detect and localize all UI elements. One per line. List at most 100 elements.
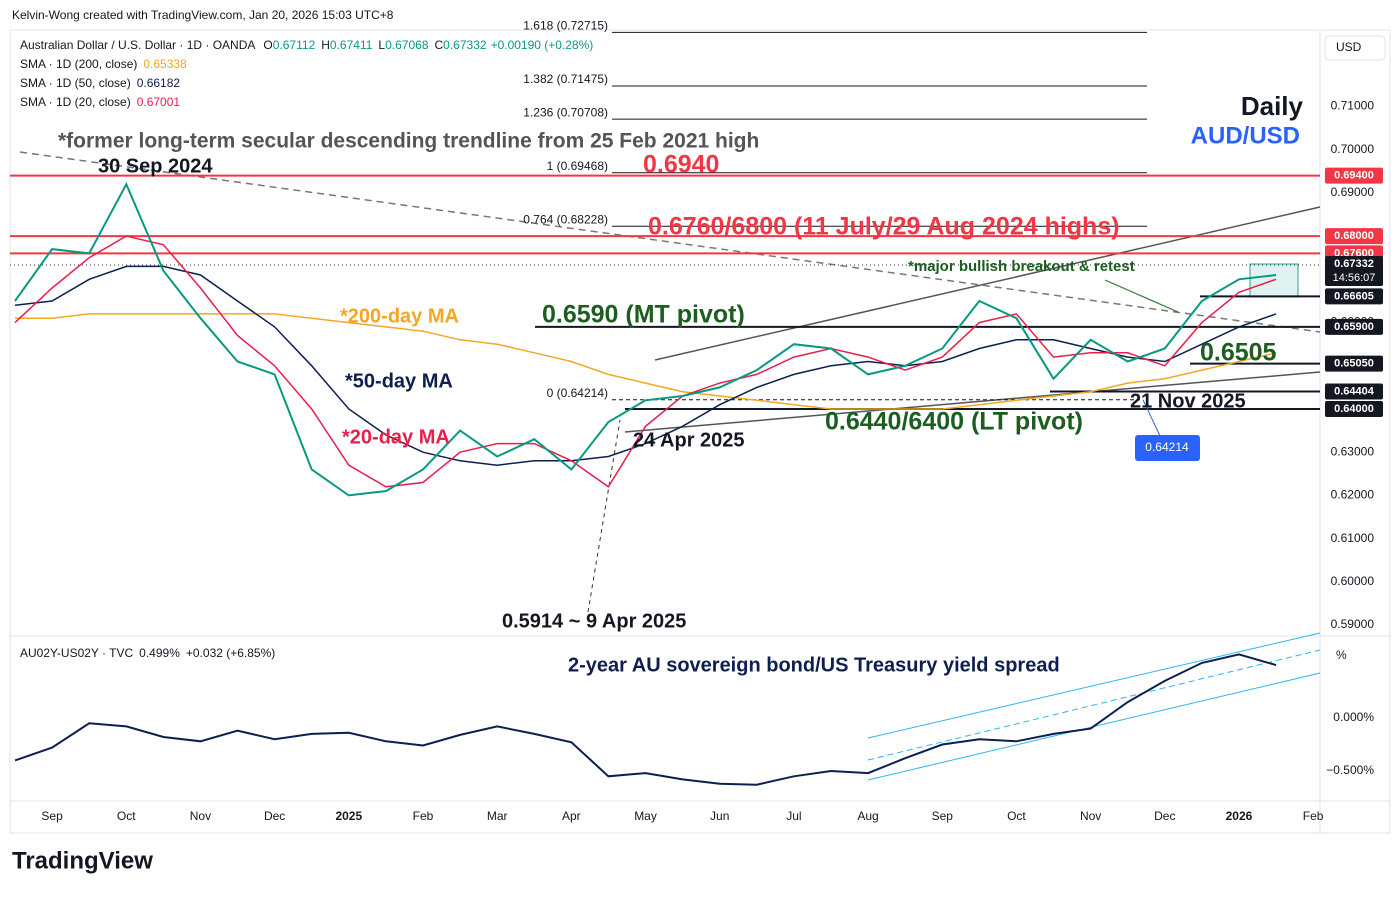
x-tick-label: Feb (1303, 809, 1324, 823)
chart-subtitle: AUD/USD (1191, 122, 1300, 149)
spread-name: AU02Y-US02Y · TVC (20, 646, 134, 660)
spread-legend: AU02Y-US02Y · TVC 0.499% +0.032 (+6.85%) (20, 646, 275, 660)
currency[interactable]: USD (1336, 40, 1362, 54)
fib-label: 1.618 (0.72715) (523, 19, 608, 33)
currency-button[interactable] (1324, 35, 1386, 61)
level-badge-label: 0.67600 (1334, 247, 1374, 259)
y-tick-label: 0.62000 (1331, 488, 1375, 502)
ohlc-key: L (378, 38, 385, 52)
level-badge-label: 0.65050 (1334, 358, 1374, 370)
level-badge-label: 0.64404 (1334, 385, 1375, 397)
annotation: 21 Nov 2025 (1130, 390, 1246, 412)
y-tick-label: 0.60000 (1331, 574, 1375, 588)
brand: TradingView (12, 847, 153, 874)
x-tick-label: Sep (41, 809, 63, 823)
annotation: *major bullish breakout & retest (908, 258, 1135, 275)
y-tick-label: 0.59000 (1331, 617, 1375, 631)
annotation: 30 Sep 2024 (98, 155, 213, 177)
x-tick-label: May (634, 809, 657, 823)
sma-legend: SMA · 1D (50, close) 0.66182 (20, 76, 180, 90)
spread-channel-upper (867, 632, 1321, 739)
level-badge-label: 0.68000 (1334, 230, 1374, 242)
marker-badge (1135, 435, 1200, 461)
channel-upper (654, 206, 1321, 361)
annotation: 0.6760/6800 (11 July/29 Aug 2024 highs) (648, 213, 1120, 241)
x-tick-label: Oct (117, 809, 136, 823)
last-price-label: 0.67332 (1334, 258, 1374, 270)
x-tick-label: Dec (1154, 809, 1175, 823)
level-badge (1325, 167, 1383, 184)
price-line (14, 181, 1277, 497)
y-tick-label: 0.71000 (1331, 99, 1375, 113)
level-badge (1325, 383, 1383, 400)
last-badge (1325, 255, 1383, 286)
y-tick-label: 0.70000 (1331, 142, 1375, 156)
level-badge-label: 0.66605 (1334, 290, 1374, 302)
fib-label: 0.764 (0.68228) (523, 212, 608, 226)
ohlc-value: 0.67112 (273, 38, 316, 52)
x-tick-label: 2025 (335, 809, 362, 823)
countdown: 14:56:07 (1333, 272, 1376, 284)
sma-line (14, 265, 1277, 466)
annotation: *20-day MA (342, 426, 450, 448)
spread-value: 0.499% (139, 646, 180, 660)
spread-line (14, 653, 1277, 786)
y-tick-label: 0.61000 (1331, 531, 1375, 545)
channel-lower (624, 371, 1321, 433)
sma-value: 0.65338 (143, 57, 187, 71)
x-tick-label: Nov (190, 809, 211, 823)
marker-label: 0.64214 (1145, 440, 1189, 454)
x-tick-label: Jun (710, 809, 729, 823)
annotation: 24 Apr 2025 (633, 429, 745, 451)
symbol-legend: Australian Dollar / U.S. Dollar · 1D · O… (20, 38, 593, 52)
ohlc-value: 0.67332 (443, 38, 487, 52)
x-tick-label: Oct (1007, 809, 1026, 823)
breakout-arrow (1104, 279, 1179, 313)
annotation: *200-day MA (340, 305, 459, 327)
annotation: *50-day MA (345, 370, 453, 392)
sma-name: SMA · 1D (200, close) (20, 57, 137, 71)
ohlc-key: C (435, 38, 444, 52)
sma-legend: SMA · 1D (200, close) 0.65338 (20, 57, 187, 71)
sma-value: 0.67001 (137, 95, 181, 109)
annotation: 0.6440/6400 (LT pivot) (825, 408, 1083, 436)
x-tick-label: 2026 (1226, 809, 1253, 823)
x-tick-label: Feb (413, 809, 434, 823)
y-tick-label: 0.000% (1333, 710, 1374, 724)
y-tick-label: 0.63000 (1331, 444, 1375, 458)
x-tick-label: Dec (264, 809, 285, 823)
ohlc-key: H (321, 38, 330, 52)
rebound-line (587, 419, 621, 613)
change: +0.00190 (+0.28%) (491, 38, 594, 52)
axis-unit: % (1336, 648, 1347, 662)
level-badge (1325, 318, 1383, 335)
x-tick-label: Mar (487, 809, 508, 823)
x-tick-label: Jul (786, 809, 801, 823)
spread-change: +0.032 (+6.85%) (186, 646, 275, 660)
chart-title: Daily (1241, 91, 1304, 121)
marker-pointer (1142, 399, 1161, 437)
x-tick-label: Nov (1080, 809, 1101, 823)
level-badge (1325, 288, 1383, 305)
sma-name: SMA · 1D (20, close) (20, 95, 131, 109)
annotation: 0.6590 (MT pivot) (542, 301, 745, 329)
sma-name: SMA · 1D (50, close) (20, 76, 131, 90)
annotation: 0.6940 (643, 151, 719, 179)
ohlc-value: 0.67068 (385, 38, 429, 52)
fib-label: 1.382 (0.71475) (523, 72, 608, 86)
level-badge (1325, 228, 1383, 245)
spread-title: 2-year AU sovereign bond/US Treasury yie… (568, 654, 1060, 676)
sma-line (14, 235, 1277, 488)
level-badge-label: 0.64000 (1334, 403, 1374, 415)
symbol-name: Australian Dollar / U.S. Dollar · 1D · O… (20, 38, 255, 52)
sma-value: 0.66182 (137, 76, 181, 90)
y-tick-label: −0.500% (1326, 763, 1374, 777)
x-tick-label: Apr (562, 809, 581, 823)
level-badge (1325, 355, 1383, 372)
annotation: 0.6505 (1200, 339, 1277, 367)
spread-channel-mid (867, 649, 1321, 761)
level-badge (1325, 400, 1383, 417)
sma-line (15, 313, 1277, 410)
y-tick-label: 0.69000 (1331, 185, 1375, 199)
